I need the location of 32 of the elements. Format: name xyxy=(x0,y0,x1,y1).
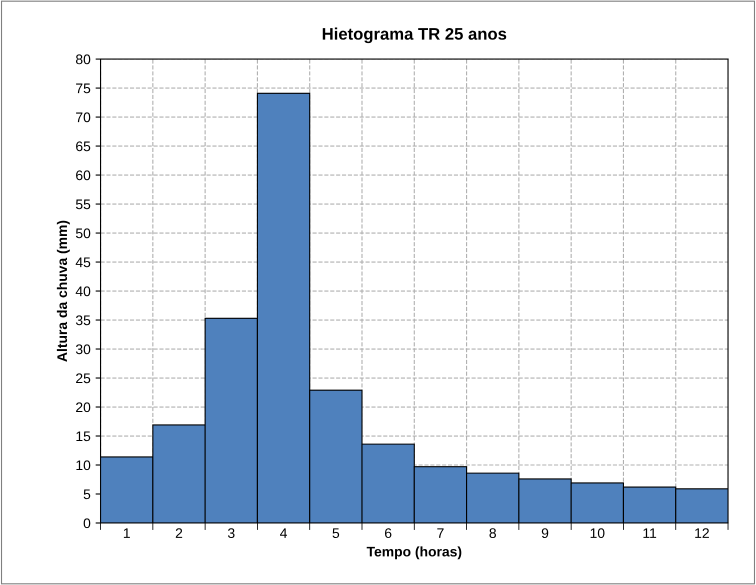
chart-title: Hietograma TR 25 anos xyxy=(322,28,506,44)
y-tick-label: 45 xyxy=(76,258,90,268)
y-tick-label: 65 xyxy=(76,141,90,152)
y-tick-label: 55 xyxy=(76,200,90,210)
y-tick-label: 40 xyxy=(76,286,90,296)
y-tick-label: 70 xyxy=(76,112,90,122)
y-tick-label: 75 xyxy=(76,84,90,94)
y-tick-label: 30 xyxy=(76,344,90,354)
y-tick-label: 25 xyxy=(76,373,90,384)
x-tick-label: 10 xyxy=(590,528,604,538)
y-tick-label: 10 xyxy=(76,460,90,470)
x-tick-label: 9 xyxy=(542,528,548,538)
x-tick-label: 3 xyxy=(228,528,235,538)
y-tick-label: 35 xyxy=(76,315,90,326)
x-tick-label: 12 xyxy=(695,528,709,538)
y-axis-title: Altura da chuva (mm) xyxy=(56,220,70,362)
y-tick-label: 5 xyxy=(84,489,90,500)
y-tick-label: 15 xyxy=(76,431,90,442)
y-tick-label: 50 xyxy=(76,228,90,238)
x-tick-label: 11 xyxy=(643,528,656,538)
x-tick-label: 6 xyxy=(384,528,392,538)
y-tick-label: 20 xyxy=(76,402,90,412)
x-tick-label: 7 xyxy=(437,528,444,538)
y-tick-label: 80 xyxy=(76,54,90,64)
x-tick-label: 4 xyxy=(280,528,288,538)
x-axis-title: Tempo (horas) xyxy=(366,546,462,560)
x-tick-label: 2 xyxy=(176,528,182,538)
x-tick-label: 1 xyxy=(124,528,130,538)
y-tick-label: 60 xyxy=(76,170,90,180)
x-tick-label: 8 xyxy=(489,528,496,538)
y-tick-label: 0 xyxy=(84,518,90,528)
x-tick-label: 5 xyxy=(332,528,340,538)
